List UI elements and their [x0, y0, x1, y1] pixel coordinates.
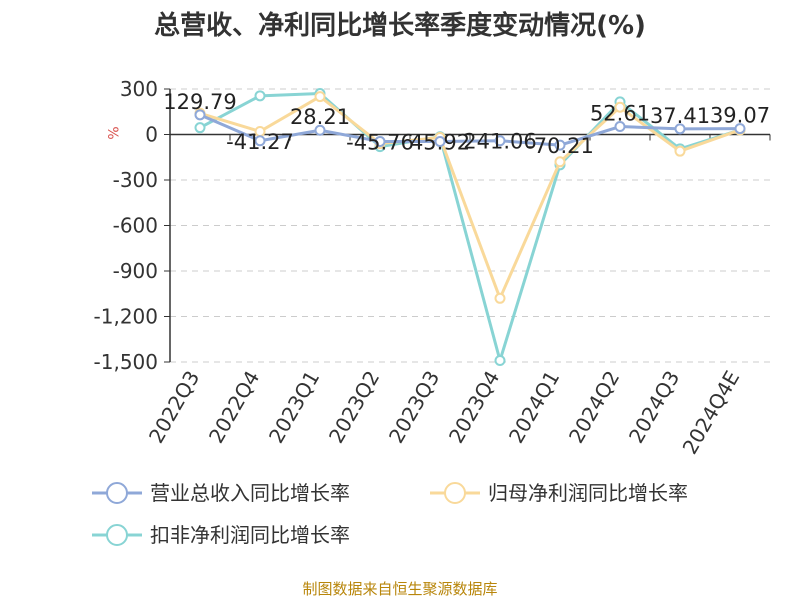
data-point — [674, 145, 686, 157]
legend-item: 扣非净利润同比增长率 — [92, 523, 350, 547]
data-label: -70.21 — [526, 134, 594, 158]
x-tick-label: 2024Q1 — [504, 367, 564, 448]
data-point — [674, 123, 686, 135]
data-point — [314, 124, 326, 136]
data-point — [194, 109, 206, 121]
x-tick-label: 2024Q4E — [678, 367, 745, 459]
data-point — [374, 135, 386, 147]
legend-item: 营业总收入同比增长率 — [92, 481, 350, 505]
data-label: 28.21 — [290, 105, 350, 129]
data-point — [434, 135, 446, 147]
data-point — [554, 156, 566, 168]
data-label: 52.61 — [590, 102, 650, 126]
legend-label: 扣非净利润同比增长率 — [150, 523, 350, 547]
data-label: -45.76 — [346, 130, 414, 154]
data-point — [734, 123, 746, 135]
y-tick-label: -900 — [113, 259, 158, 283]
data-point — [254, 135, 266, 147]
x-tick-label: 2024Q3 — [624, 367, 684, 448]
data-label: 241.06 — [463, 130, 536, 154]
source-note: 制图数据来自恒生聚源数据库 — [302, 580, 497, 598]
series-line — [199, 113, 741, 147]
x-tick-label: 2023Q2 — [324, 367, 384, 448]
legend-marker — [106, 524, 128, 546]
legend-marker — [106, 482, 128, 504]
data-point — [494, 135, 506, 147]
legend-label: 营业总收入同比增长率 — [150, 481, 350, 505]
y-tick-label: -600 — [113, 214, 158, 238]
data-label: 45.92 — [410, 130, 470, 154]
data-point — [254, 90, 266, 102]
y-tick-label: 300 — [120, 77, 158, 101]
data-point — [194, 122, 206, 134]
x-tick-label: 2023Q1 — [264, 367, 324, 448]
series-layer — [194, 88, 746, 366]
x-tick-label: 2023Q4 — [444, 367, 504, 448]
data-point — [314, 91, 326, 103]
data-point — [554, 139, 566, 151]
series-line — [199, 95, 741, 300]
x-tick-label: 2022Q4 — [204, 367, 264, 448]
data-point — [614, 101, 626, 113]
x-tick-label: 2023Q3 — [384, 367, 444, 448]
y-tick-label: 0 — [145, 123, 158, 147]
data-point — [494, 354, 506, 366]
data-label: 37.41 — [650, 104, 710, 128]
y-tick-label: -1,200 — [94, 305, 158, 329]
chart-title: 总营收、净利同比增长率季度变动情况(%) — [154, 10, 646, 41]
legend-marker — [444, 482, 466, 504]
x-tick-label: 2024Q2 — [564, 367, 624, 448]
y-tick-label: -1,500 — [94, 350, 158, 374]
legend-item: 归母净利润同比增长率 — [430, 481, 688, 505]
y-tick-label: -300 — [113, 168, 158, 192]
legend-label: 归母净利润同比增长率 — [488, 481, 688, 505]
x-tick-label: 2022Q3 — [144, 367, 204, 448]
data-label: 129.79 — [163, 90, 236, 114]
series-line — [199, 92, 741, 362]
data-point — [614, 121, 626, 133]
data-label: 39.07 — [710, 104, 770, 128]
data-labels: 129.79 -41.2728.21-45.7645.92241.06-70.21… — [163, 90, 770, 158]
data-point — [494, 292, 506, 304]
y-unit-label: % — [104, 126, 120, 139]
data-label: -41.27 — [226, 130, 294, 154]
grid — [170, 88, 770, 363]
